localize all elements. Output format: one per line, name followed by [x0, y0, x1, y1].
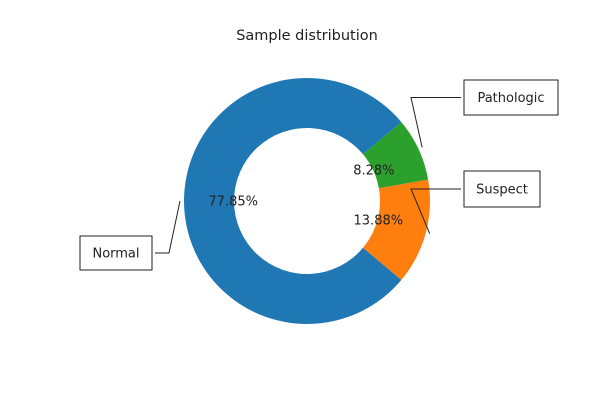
- percent-label-pathologic: 8.28%: [353, 163, 394, 178]
- chart-title: Sample distribution: [236, 28, 378, 44]
- callout-box-suspect: [463, 170, 541, 208]
- leader-line-pathologic: [410, 97, 461, 148]
- percent-label-normal: 77.85%: [208, 195, 258, 210]
- callout-label-pathologic: Pathologic: [477, 91, 544, 106]
- slice-suspect: [363, 179, 430, 280]
- slices-group: [183, 77, 430, 324]
- percent-labels-group: 77.85% 13.88% 8.28%: [208, 163, 403, 228]
- leader-line-suspect: [410, 188, 461, 234]
- callout-box-pathologic: [463, 79, 559, 116]
- slice-pathologic: [363, 122, 429, 189]
- slice-normal: [183, 77, 402, 324]
- leader-line-normal: [155, 200, 181, 254]
- percent-label-suspect: 13.88%: [354, 213, 404, 228]
- callout-label-suspect: Suspect: [476, 183, 528, 198]
- callout-label-normal: Normal: [92, 247, 139, 262]
- callouts-group: Normal Suspect Pathologic: [79, 79, 559, 271]
- callout-box-normal: [79, 235, 153, 271]
